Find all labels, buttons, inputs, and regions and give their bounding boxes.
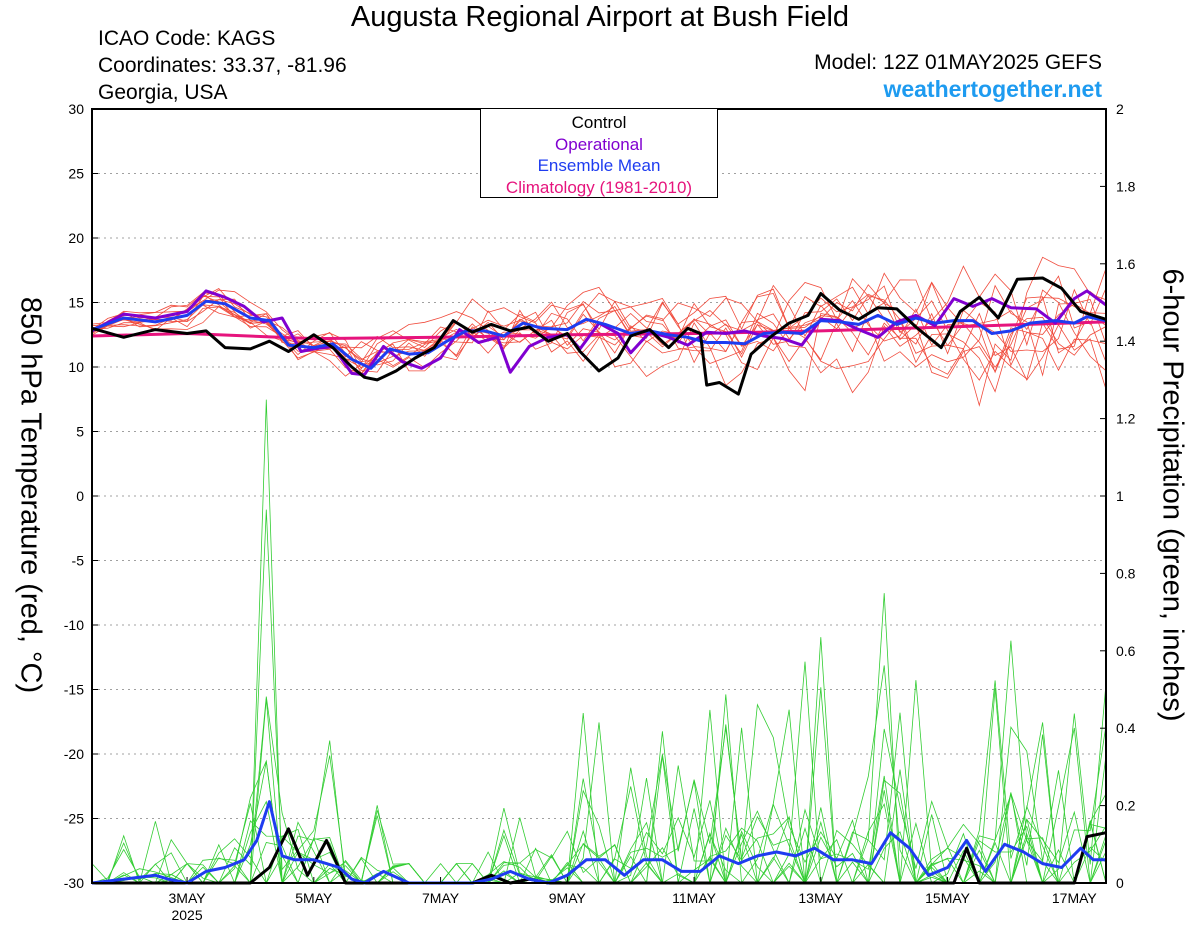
x-tick-label: 9MAY <box>549 890 587 906</box>
y-right-tick-label: 1.4 <box>1116 333 1136 349</box>
precip-member-line <box>92 593 1107 885</box>
y-right-tick-label: 1.6 <box>1116 256 1136 272</box>
y-left-tick-label: 25 <box>68 166 84 182</box>
y-right-tick-label: 0.6 <box>1116 643 1136 659</box>
website-link[interactable]: weathertogether.net <box>883 76 1102 102</box>
temp-member-line <box>91 284 1107 381</box>
y-left-tick-label: 30 <box>68 101 84 117</box>
x-tick-label: 11MAY <box>672 890 716 906</box>
x-tick-label: 15MAY <box>925 890 971 906</box>
temp-member-line <box>91 265 1107 375</box>
y-left-tick-label: 0 <box>76 488 84 504</box>
y-right-tick-label: 1 <box>1116 488 1124 504</box>
temp-member-line <box>91 286 1107 390</box>
y-right-tick-label: 2 <box>1116 101 1124 117</box>
legend: Control Operational Ensemble Mean Climat… <box>480 108 718 198</box>
x-tick-label: 7MAY <box>422 890 460 906</box>
y-left-tick-label: -15 <box>64 682 84 698</box>
icao-code: ICAO Code: KAGS <box>98 27 276 50</box>
y-left-tick-label: 20 <box>68 230 84 246</box>
x-tick-label: 5MAY <box>295 890 333 906</box>
y-right-tick-label: 0 <box>1116 875 1124 891</box>
temp-member-line <box>91 268 1107 377</box>
legend-control: Control <box>571 113 627 132</box>
y-axis-left-label: 850 hPa Temperature (red, °C) <box>14 296 47 694</box>
y-left-tick-label: -25 <box>64 811 84 827</box>
y-left-tick-label: 15 <box>68 295 84 311</box>
precip-ensemble-members <box>91 399 1107 885</box>
y-right-tick-label: 0.8 <box>1116 565 1136 581</box>
legend-climatology: Climatology (1981-2010) <box>505 177 693 197</box>
model-run: Model: 12Z 01MAY2025 GEFS <box>814 51 1102 74</box>
grid-lines <box>92 173 1106 819</box>
temp-member-line <box>91 277 1107 379</box>
x-tick-label: 3MAY <box>169 890 207 906</box>
precip-member-line <box>92 683 1107 885</box>
temp-ensemble-members <box>91 256 1107 407</box>
x-tick-sublabel: 2025 <box>171 907 202 923</box>
chart-title: Augusta Regional Airport at Bush Field <box>350 1 850 33</box>
y-left-tick-label: -10 <box>64 617 84 633</box>
precip-member-line <box>92 661 1107 885</box>
x-tick-label: 13MAY <box>798 890 844 906</box>
y-left-tick-label: 5 <box>76 424 84 440</box>
y-right-tick-label: 0.2 <box>1116 798 1136 814</box>
x-tick-label: 17MAY <box>1052 890 1098 906</box>
y-right-tick-label: 1.8 <box>1116 178 1136 194</box>
y-left-tick-label: -20 <box>64 746 84 762</box>
plot-frame <box>91 108 1107 884</box>
legend-ensemble-mean: Ensemble Mean <box>537 156 661 175</box>
precip-member-line <box>91 761 1107 885</box>
precip-member-line <box>92 696 1107 885</box>
region: Georgia, USA <box>98 81 228 104</box>
y-right-tick-label: 1.2 <box>1116 411 1136 427</box>
y-left-tick-label: -5 <box>72 553 85 569</box>
y-left-tick-label: 10 <box>68 359 84 375</box>
precip-series-ensemble-mean <box>91 800 1106 885</box>
temp-series-control <box>91 276 1107 396</box>
y-right-tick-label: 0.4 <box>1116 720 1136 736</box>
y-axis-right-label: 6-hour Precipitation (green, inches) <box>1156 268 1189 722</box>
main-series <box>91 276 1107 885</box>
axis-ticks: 302520151050-5-10-15-20-25-3021.81.61.41… <box>64 101 1136 923</box>
precip-member-line <box>91 399 1107 885</box>
coordinates: Coordinates: 33.37, -81.96 <box>98 54 347 77</box>
y-left-tick-label: -30 <box>64 875 84 891</box>
legend-operational: Operational <box>555 134 643 154</box>
